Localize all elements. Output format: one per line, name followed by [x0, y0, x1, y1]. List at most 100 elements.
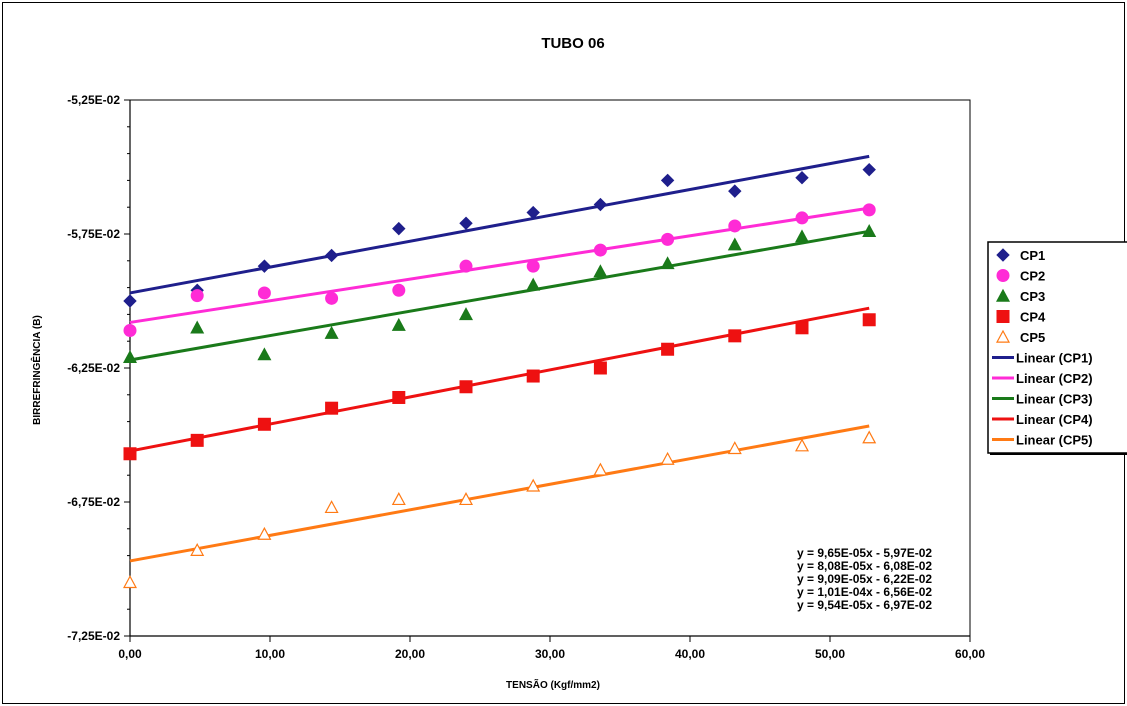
legend-label-cp4: CP4 [1020, 310, 1046, 325]
data-point-cp3 [593, 264, 608, 278]
y-tick-label: -5,75E-02 [67, 227, 120, 241]
data-point-cp5 [122, 575, 138, 589]
data-point-cp4 [526, 369, 540, 383]
data-point-cp5 [593, 462, 608, 476]
y-tick-label: -5,25E-02 [67, 93, 120, 107]
x-tick-label: 40,00 [675, 647, 705, 661]
data-point-cp5 [526, 478, 541, 492]
data-point-cp1 [459, 216, 473, 230]
trendline-2 [129, 206, 870, 324]
equations-box [793, 547, 967, 616]
data-point-cp1 [324, 248, 339, 263]
data-point-cp5 [862, 430, 877, 444]
legend-label-linear-5: Linear (CP5) [1016, 433, 1093, 448]
data-point-cp4 [593, 361, 607, 375]
data-point-cp3 [324, 325, 339, 339]
y-tick-label: -7,25E-02 [67, 629, 120, 643]
data-point-cp2 [862, 203, 876, 217]
data-point-cp1 [593, 197, 608, 212]
data-point-cp1 [862, 162, 876, 177]
data-point-cp2 [325, 291, 339, 305]
data-point-cp5 [458, 492, 474, 506]
x-tick-label: 60,00 [955, 647, 985, 661]
data-point-cp5 [794, 438, 810, 452]
data-point-cp4 [325, 401, 339, 415]
data-point-cp2 [190, 289, 204, 303]
x-axis-label: TENSÃO (Kgf/mm2) [506, 678, 600, 691]
data-point-cp1 [392, 221, 406, 236]
legend-marker-cp3 [995, 288, 1011, 302]
x-tick-label: 20,00 [395, 647, 425, 661]
legend-label-cp3: CP3 [1020, 289, 1045, 304]
data-point-cp4 [459, 380, 473, 394]
trendline-4 [129, 306, 870, 453]
chart-title: TUBO 06 [541, 35, 604, 52]
trendline-1 [129, 154, 870, 295]
legend-label-linear-4: Linear (CP4) [1016, 412, 1093, 427]
data-point-cp3 [190, 320, 205, 334]
data-point-cp2 [661, 232, 675, 246]
data-point-cp3 [526, 277, 541, 291]
data-point-cp5 [257, 526, 272, 540]
data-point-cp2 [257, 286, 271, 300]
trendline-equation-4: y = 1,01E-04x - 6,56E-02 [797, 585, 932, 599]
data-point-cp3 [122, 350, 138, 363]
data-point-cp4 [795, 321, 809, 335]
legend-marker-cp5 [995, 329, 1011, 343]
data-point-cp2 [526, 259, 540, 273]
trendline-3 [129, 229, 870, 362]
data-point-cp3 [257, 347, 272, 361]
plot-layer: -5,25E-02 -5,75E-02 -6,25E-02 -6,75E-02 -7,2… [67, 93, 985, 661]
legend-label-cp1: CP1 [1020, 248, 1045, 263]
x-tick-label: 10,00 [255, 647, 285, 661]
data-point-cp5 [190, 542, 205, 556]
data-point-cp2 [392, 283, 406, 297]
legend-label-linear-2: Linear (CP2) [1016, 371, 1093, 386]
data-point-cp4 [661, 342, 675, 356]
data-point-cp1 [123, 294, 137, 308]
data-point-cp1 [728, 184, 742, 198]
data-point-cp1 [257, 259, 272, 273]
legend-marker-cp4 [996, 310, 1010, 323]
data-point-cp2 [123, 323, 137, 337]
trendline-5 [129, 424, 870, 563]
trendline-equation-5: y = 9,54E-05x - 6,97E-02 [797, 598, 932, 612]
legend-label-cp2: CP2 [1020, 269, 1045, 284]
data-point-cp4 [257, 417, 271, 431]
data-point-cp4 [728, 329, 742, 343]
legend-marker-cp1 [996, 248, 1010, 262]
x-tick-label: 50,00 [815, 647, 845, 661]
data-point-cp3 [458, 307, 474, 321]
data-point-cp5 [324, 500, 339, 514]
x-tick-label: 0,00 [118, 647, 142, 661]
data-point-cp4 [862, 313, 876, 327]
data-point-cp3 [660, 256, 675, 270]
data-point-cp4 [190, 433, 204, 447]
data-point-cp3 [727, 237, 742, 251]
data-point-cp2 [593, 243, 607, 257]
data-point-cp5 [727, 441, 742, 455]
trendline-equation-2: y = 8,08E-05x - 6,08E-02 [797, 559, 932, 573]
y-axis-label: BIRREFRINGÊNCIA (B) [30, 315, 43, 425]
data-point-cp2 [459, 259, 473, 273]
data-point-cp3 [391, 317, 406, 331]
data-point-cp2 [795, 211, 809, 225]
data-point-cp1 [795, 171, 809, 185]
data-point-cp1 [526, 205, 540, 220]
legend-label-linear-3: Linear (CP3) [1016, 392, 1093, 407]
data-point-cp3 [794, 229, 810, 243]
data-point-cp3 [862, 224, 877, 238]
data-point-cp5 [391, 492, 406, 506]
data-point-cp5 [660, 451, 675, 465]
legend: CP1 CP2 CP3 CP4 CP5 Linear (CP1) Linear (CP2) L… [987, 241, 1127, 455]
y-tick-label: -6,75E-02 [67, 495, 120, 509]
legend-marker-cp2 [996, 269, 1010, 282]
y-tick-label: -6,25E-02 [67, 361, 120, 375]
legend-label-cp5: CP5 [1020, 330, 1045, 345]
x-tick-label: 30,00 [535, 647, 565, 661]
plot-area [129, 99, 971, 637]
data-point-cp4 [123, 447, 137, 461]
data-point-cp2 [728, 219, 742, 233]
data-point-cp1 [660, 173, 675, 188]
